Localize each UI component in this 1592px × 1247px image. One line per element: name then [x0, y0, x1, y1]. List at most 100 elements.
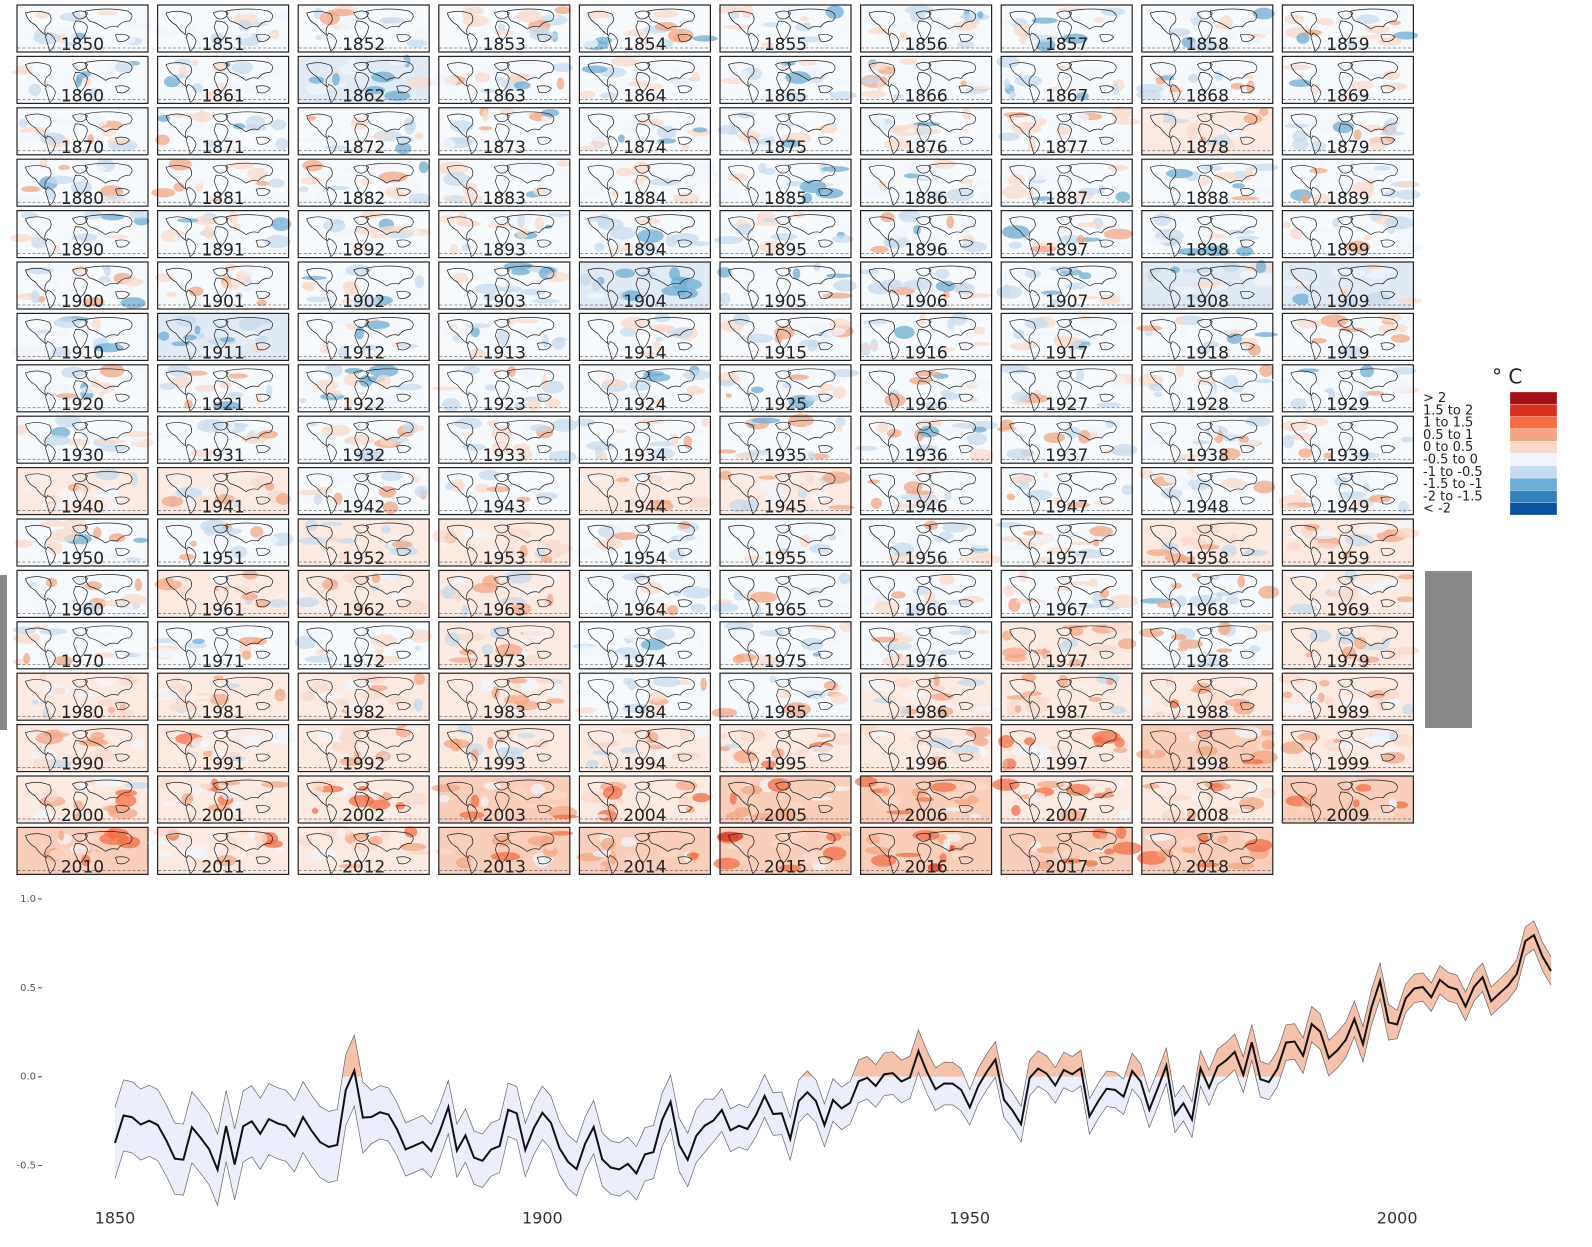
map-blotch — [312, 808, 318, 814]
map-blotch — [835, 78, 850, 85]
legend-title: ° C — [1492, 365, 1522, 389]
map-blotch — [528, 836, 555, 846]
map-blotch — [859, 269, 879, 275]
map-blotch — [245, 124, 260, 131]
map-year: 1907 — [1045, 292, 1088, 312]
map-blotch — [546, 480, 562, 489]
map-blotch — [1370, 809, 1394, 821]
map-blotch — [521, 369, 538, 380]
map-blotch — [701, 418, 709, 427]
map-blotch — [328, 639, 335, 646]
map-blotch — [178, 122, 206, 129]
map-blotch — [248, 826, 255, 838]
map-panel: 1928 — [1138, 364, 1273, 415]
map-blotch — [332, 73, 340, 86]
map-panel: 1946 — [861, 468, 992, 518]
map-blotch — [1100, 588, 1109, 598]
map-blotch — [124, 653, 140, 657]
map-blotch — [714, 191, 741, 199]
map-year: 1879 — [1326, 138, 1369, 158]
map-year: 1924 — [623, 395, 666, 415]
map-blotch — [1186, 473, 1203, 480]
map-panel: 1870 — [17, 108, 148, 158]
map-blotch — [1367, 690, 1385, 699]
map-blotch — [1289, 79, 1312, 87]
map-year: 1926 — [904, 395, 947, 415]
map-panel: 1869 — [1282, 56, 1413, 107]
y-tick-label: 0.5 — [20, 983, 36, 994]
map-blotch — [901, 421, 914, 434]
map-blotch — [1036, 117, 1047, 125]
map-blotch — [899, 162, 924, 172]
map-year: 1891 — [201, 241, 244, 261]
map-blotch — [251, 345, 267, 352]
map-blotch — [871, 498, 882, 509]
map-blotch — [554, 337, 567, 341]
map-blotch — [799, 16, 809, 21]
map-blotch — [1337, 588, 1358, 601]
map-blotch — [1093, 539, 1100, 547]
map-blotch — [530, 31, 559, 40]
map-blotch — [535, 492, 557, 500]
map-panel: 1958 — [1142, 519, 1273, 569]
map-blotch — [810, 851, 818, 862]
map-year: 1871 — [201, 138, 244, 158]
map-blotch — [977, 11, 983, 19]
map-year: 1855 — [764, 35, 807, 55]
map-blotch — [839, 573, 851, 585]
map-blotch — [996, 56, 1020, 68]
map-blotch — [968, 342, 992, 346]
map-blotch — [860, 77, 880, 84]
map-year: 1977 — [1045, 652, 1088, 672]
map-blotch — [653, 677, 681, 688]
map-blotch — [734, 590, 743, 601]
map-blotch — [96, 677, 114, 687]
map-blotch — [1380, 131, 1405, 135]
map-panel: 1985 — [711, 673, 851, 723]
map-year: 1968 — [1186, 600, 1229, 620]
map-blotch — [443, 196, 452, 201]
map-panel: 1984 — [575, 673, 711, 723]
map-blotch — [1166, 169, 1193, 178]
map-year: 1923 — [483, 395, 526, 415]
map-blotch — [471, 327, 480, 337]
map-blotch — [1179, 838, 1196, 848]
map-blotch — [1104, 229, 1134, 240]
map-blotch — [951, 852, 964, 860]
map-blotch — [132, 737, 144, 750]
map-blotch — [50, 528, 79, 542]
map-year: 1890 — [61, 241, 104, 261]
map-blotch — [11, 70, 33, 75]
map-blotch — [592, 278, 601, 292]
map-blotch — [515, 319, 539, 323]
map-blotch — [107, 235, 128, 239]
map-blotch — [1310, 120, 1328, 134]
map-panel: 1916 — [860, 311, 991, 363]
map-blotch — [337, 538, 358, 544]
map-blotch — [126, 557, 141, 562]
map-blotch — [604, 653, 624, 665]
map-blotch — [700, 678, 707, 691]
map-year: 1955 — [764, 549, 807, 569]
map-panel: 1929 — [1272, 364, 1420, 415]
map-year: 2015 — [764, 857, 807, 877]
map-blotch — [1338, 364, 1353, 376]
map-panel: 1902 — [298, 262, 429, 312]
map-blotch — [253, 320, 271, 325]
map-blotch — [520, 639, 529, 645]
map-year: 1978 — [1186, 652, 1229, 672]
map-blotch — [459, 811, 484, 818]
map-panel: 1908 — [1142, 260, 1276, 312]
map-blotch — [601, 761, 622, 768]
map-blotch — [381, 829, 391, 840]
map-blotch — [1111, 383, 1140, 388]
map-blotch — [995, 522, 1022, 528]
map-blotch — [947, 474, 954, 483]
map-year: 2016 — [904, 857, 947, 877]
map-blotch — [166, 292, 176, 297]
map-blotch — [214, 528, 242, 535]
map-blotch — [641, 582, 662, 595]
map-blotch — [262, 781, 290, 787]
map-blotch — [1088, 579, 1098, 588]
map-blotch — [28, 84, 41, 96]
